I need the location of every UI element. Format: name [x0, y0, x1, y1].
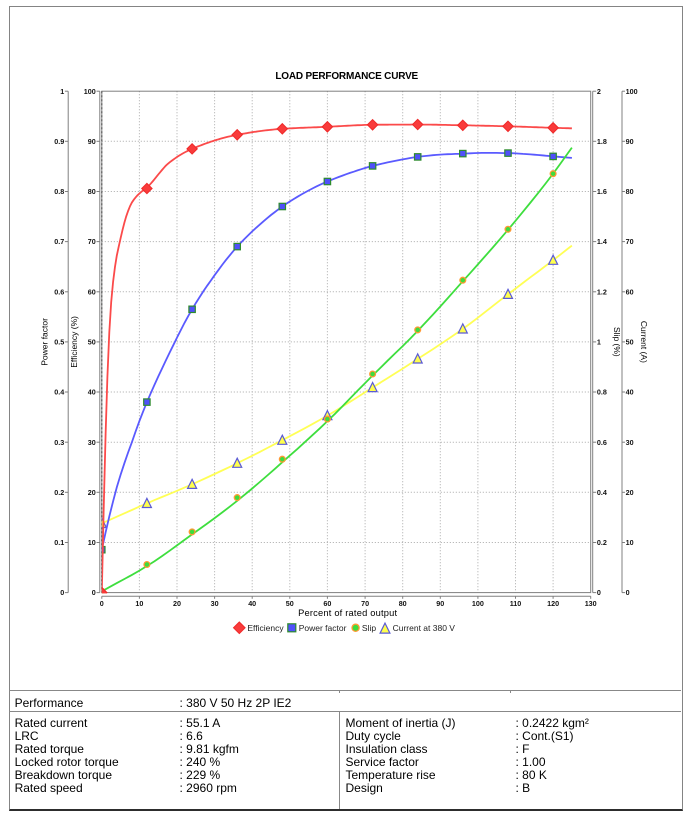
svg-text:1: 1 — [60, 87, 64, 96]
svg-text:20: 20 — [626, 488, 634, 497]
svg-text:40: 40 — [626, 388, 634, 397]
svg-text:Efficiency (%): Efficiency (%) — [69, 316, 79, 368]
svg-text:60: 60 — [626, 287, 634, 296]
svg-text:130: 130 — [585, 599, 597, 608]
svg-text:0: 0 — [100, 599, 104, 608]
svg-text:10: 10 — [135, 599, 143, 608]
svg-text:50: 50 — [286, 599, 294, 608]
svg-text:Percent of rated output: Percent of rated output — [298, 608, 397, 618]
svg-text:100: 100 — [626, 87, 638, 96]
svg-text:20: 20 — [173, 599, 181, 608]
svg-text:0.8: 0.8 — [597, 388, 607, 397]
svg-text:Efficiency: Efficiency — [247, 623, 284, 633]
svg-text:10: 10 — [88, 538, 96, 547]
svg-text:80: 80 — [626, 187, 634, 196]
svg-text:0.7: 0.7 — [54, 237, 64, 246]
svg-text:1.4: 1.4 — [597, 237, 607, 246]
svg-text:30: 30 — [211, 599, 219, 608]
svg-text:70: 70 — [88, 237, 96, 246]
svg-text:30: 30 — [88, 438, 96, 447]
svg-text:0.9: 0.9 — [54, 137, 64, 146]
svg-text:90: 90 — [626, 137, 634, 146]
svg-text:120: 120 — [547, 599, 559, 608]
svg-text:0.4: 0.4 — [54, 388, 64, 397]
svg-text:0.3: 0.3 — [54, 438, 64, 447]
svg-text:100: 100 — [84, 87, 96, 96]
svg-text:0: 0 — [597, 588, 601, 597]
svg-text:Slip (%): Slip (%) — [612, 327, 622, 357]
svg-text:Power factor: Power factor — [299, 623, 347, 633]
svg-text:0.2: 0.2 — [54, 488, 64, 497]
svg-text:1.2: 1.2 — [597, 287, 607, 296]
svg-text:1: 1 — [597, 338, 601, 347]
svg-text:50: 50 — [88, 338, 96, 347]
svg-text:0: 0 — [60, 588, 64, 597]
svg-text:0.8: 0.8 — [54, 187, 64, 196]
svg-text:50: 50 — [626, 338, 634, 347]
svg-text:Current (A): Current (A) — [639, 321, 649, 363]
svg-text:0.2: 0.2 — [597, 538, 607, 547]
svg-text:Power factor: Power factor — [40, 318, 50, 366]
svg-text:1.6: 1.6 — [597, 187, 607, 196]
svg-text:70: 70 — [626, 237, 634, 246]
svg-text:0: 0 — [92, 588, 96, 597]
svg-text:0.6: 0.6 — [597, 438, 607, 447]
svg-text:Current at 380 V: Current at 380 V — [393, 623, 456, 633]
svg-text:0.5: 0.5 — [54, 338, 64, 347]
svg-text:40: 40 — [248, 599, 256, 608]
svg-text:10: 10 — [626, 538, 634, 547]
svg-text:110: 110 — [510, 599, 522, 608]
svg-text:90: 90 — [88, 137, 96, 146]
svg-text:60: 60 — [323, 599, 331, 608]
svg-text:30: 30 — [626, 438, 634, 447]
svg-text:40: 40 — [88, 388, 96, 397]
svg-text:LOAD PERFORMANCE CURVE: LOAD PERFORMANCE CURVE — [275, 71, 418, 82]
svg-text:70: 70 — [361, 599, 369, 608]
svg-text:100: 100 — [472, 599, 484, 608]
svg-text:20: 20 — [88, 488, 96, 497]
svg-text:0: 0 — [626, 588, 630, 597]
svg-text:80: 80 — [88, 187, 96, 196]
svg-text:2: 2 — [597, 87, 601, 96]
svg-text:0.6: 0.6 — [54, 287, 64, 296]
svg-text:0.4: 0.4 — [597, 488, 607, 497]
svg-text:80: 80 — [399, 599, 407, 608]
svg-text:1.8: 1.8 — [597, 137, 607, 146]
svg-text:0.1: 0.1 — [54, 538, 64, 547]
svg-text:90: 90 — [436, 599, 444, 608]
svg-text:Slip: Slip — [362, 623, 376, 633]
svg-text:60: 60 — [88, 287, 96, 296]
